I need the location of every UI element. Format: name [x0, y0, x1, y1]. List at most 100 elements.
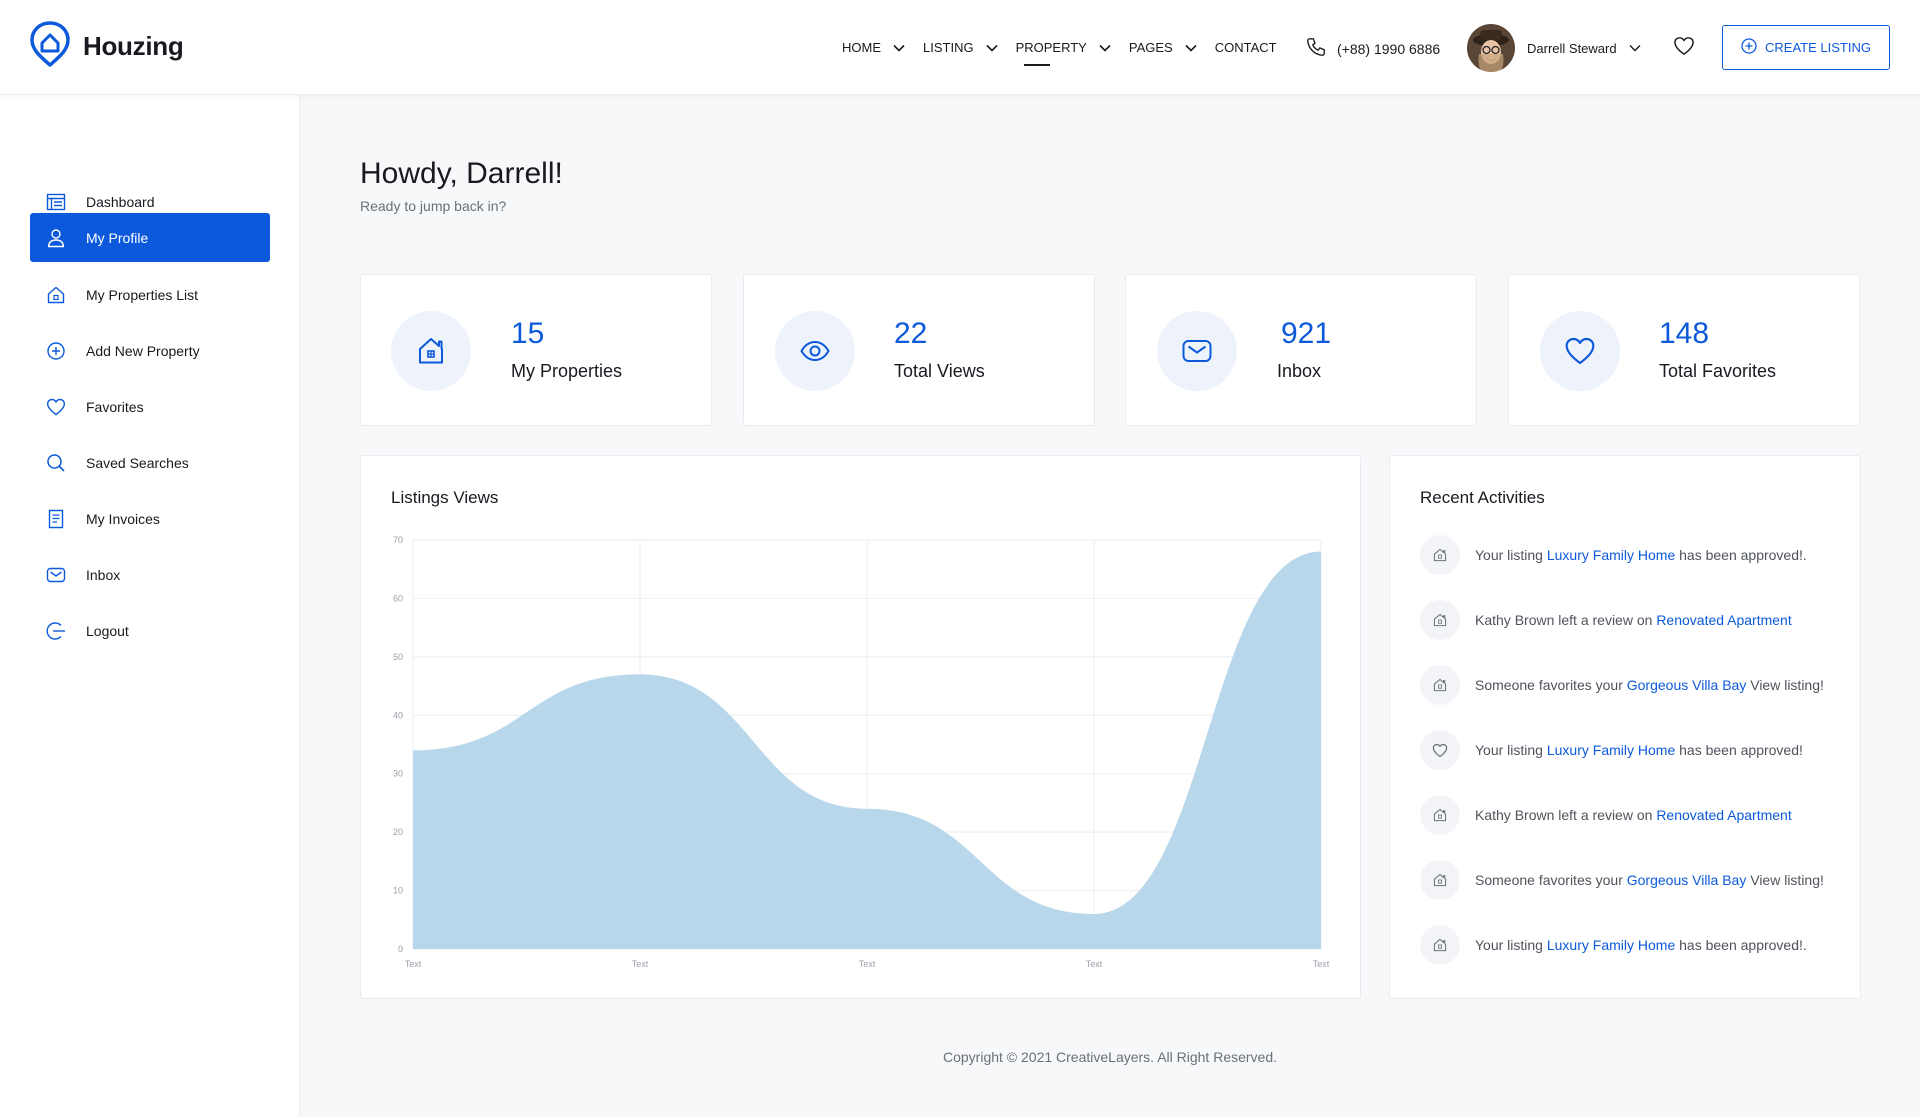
stat-value: 15 [511, 317, 545, 350]
nav-contact[interactable]: Contact [1215, 0, 1277, 95]
sidebar-item-logout[interactable]: Logout [30, 606, 270, 655]
activity-text: Your listing Luxury Family Home has been… [1475, 547, 1807, 563]
heart-icon [1540, 311, 1620, 391]
sidebar-item-inbox[interactable]: Inbox [30, 550, 270, 599]
favorites-heart-icon[interactable] [1673, 36, 1695, 61]
activity-text-post: has been approved!. [1675, 547, 1807, 563]
chevron-down-icon [1185, 44, 1197, 52]
activity-item: Your listing Luxury Family Home has been… [1420, 925, 1807, 965]
x-tick-label: Text [859, 959, 876, 969]
invoice-icon [46, 509, 66, 529]
activity-link[interactable]: Luxury Family Home [1546, 742, 1676, 758]
activity-text: Someone favorites your Gorgeous Villa Ba… [1475, 872, 1824, 888]
nav-contact-label: Contact [1214, 40, 1277, 55]
activity-item: Someone favorites your Gorgeous Villa Ba… [1420, 665, 1824, 705]
house-icon [1420, 665, 1460, 705]
nav-listing-label: Listing [923, 40, 974, 55]
stat-label: Total Views [894, 361, 985, 381]
sidebar-item-label: Saved Searches [86, 454, 189, 471]
activity-item: Kathy Brown left a review on Renovated A… [1420, 795, 1792, 835]
listings-views-chart: 0 10 20 30 40 50 60 70 Text Text Text Text Text [393, 535, 1330, 969]
activity-text-pre: Someone favorites your [1475, 677, 1627, 693]
user-menu[interactable]: Darrell Steward [1467, 24, 1641, 72]
activity-item: Your listing Luxury Family Home has been… [1420, 535, 1807, 575]
y-tick-label: 60 [393, 593, 403, 603]
phone-contact[interactable]: (+88) 1990 6886 [1305, 36, 1440, 61]
activity-text-pre: Your listing [1475, 937, 1547, 953]
y-tick-label: 20 [393, 827, 403, 837]
activity-text-pre: Your listing [1475, 742, 1547, 758]
activity-text: Kathy Brown left a review on Renovated A… [1475, 807, 1792, 823]
activity-item: Kathy Brown left a review on Renovated A… [1420, 600, 1792, 640]
y-tick-label: 0 [398, 944, 403, 954]
nav-home-label: Home [842, 40, 881, 55]
nav-active-underline [1023, 64, 1050, 66]
activity-link[interactable]: Gorgeous Villa Bay [1626, 677, 1747, 693]
logout-icon [46, 621, 66, 641]
activity-link[interactable]: Luxury Family Home [1546, 547, 1676, 563]
sidebar-item-label: Logout [86, 622, 129, 639]
house-icon [1420, 795, 1460, 835]
activity-text-pre: Your listing [1475, 547, 1547, 563]
create-listing-button[interactable]: CREATE LISTING [1722, 25, 1890, 70]
activity-text-post: has been approved!. [1675, 937, 1807, 953]
user-icon [46, 228, 66, 248]
nav-pages-label: Pages [1128, 40, 1173, 55]
sidebar-item-dashboard[interactable]: Dashboard [30, 177, 270, 226]
sidebar-item-my-properties-list[interactable]: My Properties List [30, 270, 270, 319]
activity-link[interactable]: Renovated Apartment [1656, 807, 1792, 823]
sidebar-item-label: Dashboard [86, 193, 155, 210]
activity-text-pre: Kathy Brown left a review on [1475, 612, 1657, 628]
stat-value: 921 [1281, 317, 1332, 350]
stat-card-my-properties: 15 My Properties [360, 274, 712, 426]
activity-link[interactable]: Gorgeous Villa Bay [1626, 872, 1747, 888]
chevron-down-icon [1099, 44, 1111, 52]
activity-item: Your listing Luxury Family Home has been… [1420, 730, 1803, 770]
nav-listing[interactable]: Listing [923, 0, 1016, 95]
site-logo[interactable]: Houzing [29, 20, 184, 73]
activity-text: Someone favorites your Gorgeous Villa Ba… [1475, 677, 1824, 693]
activity-text: Your listing Luxury Family Home has been… [1475, 937, 1807, 953]
activity-text-post: View listing! [1746, 872, 1824, 888]
sidebar-item-label: Favorites [86, 398, 144, 415]
sidebar-item-saved-searches[interactable]: Saved Searches [30, 438, 270, 487]
top-header: Houzing Home Listing Property Pages Cont… [0, 0, 1920, 95]
sidebar-item-my-invoices[interactable]: My Invoices [30, 494, 270, 543]
plus-circle-icon [46, 341, 66, 361]
page-title: Howdy, Darrell! [360, 157, 563, 190]
y-tick-label: 30 [393, 769, 403, 779]
phone-icon [1305, 36, 1327, 61]
create-listing-label: CREATE LISTING [1765, 40, 1871, 55]
recent-activities-card: Recent Activities Your listing Luxury Fa… [1389, 455, 1861, 999]
y-tick-label: 50 [393, 652, 403, 662]
mail-icon [1157, 311, 1237, 391]
house-icon [1420, 600, 1460, 640]
house-icon [1420, 535, 1460, 575]
chevron-down-icon [1629, 39, 1641, 57]
avatar [1467, 24, 1515, 72]
stat-value: 148 [1659, 317, 1710, 350]
house-icon [1420, 925, 1460, 965]
sidebar-item-favorites[interactable]: Favorites [30, 382, 270, 431]
stat-label: Inbox [1277, 361, 1322, 381]
x-tick-label: Text [1086, 959, 1103, 969]
stat-label: My Properties [511, 361, 623, 381]
sidebar-item-my-profile[interactable]: My Profile [30, 213, 270, 262]
heart-icon [46, 397, 66, 417]
stat-card-total-favorites: 148 Total Favorites [1508, 274, 1860, 426]
dashboard-icon [46, 192, 66, 212]
chevron-down-icon [986, 44, 998, 52]
heart-icon [1420, 730, 1460, 770]
nav-property[interactable]: Property [1016, 0, 1129, 95]
sidebar-item-add-new-property[interactable]: Add New Property [30, 326, 270, 375]
activity-link[interactable]: Renovated Apartment [1656, 612, 1792, 628]
x-tick-label: Text [1313, 959, 1330, 969]
activity-text-pre: Someone favorites your [1475, 872, 1627, 888]
activity-text-post: has been approved! [1675, 742, 1803, 758]
nav-pages[interactable]: Pages [1129, 0, 1215, 95]
activity-link[interactable]: Luxury Family Home [1546, 937, 1676, 953]
nav-home[interactable]: Home [842, 0, 923, 95]
phone-number: (+88) 1990 6886 [1337, 40, 1441, 57]
house-icon [1420, 860, 1460, 900]
logo-icon [29, 20, 71, 73]
